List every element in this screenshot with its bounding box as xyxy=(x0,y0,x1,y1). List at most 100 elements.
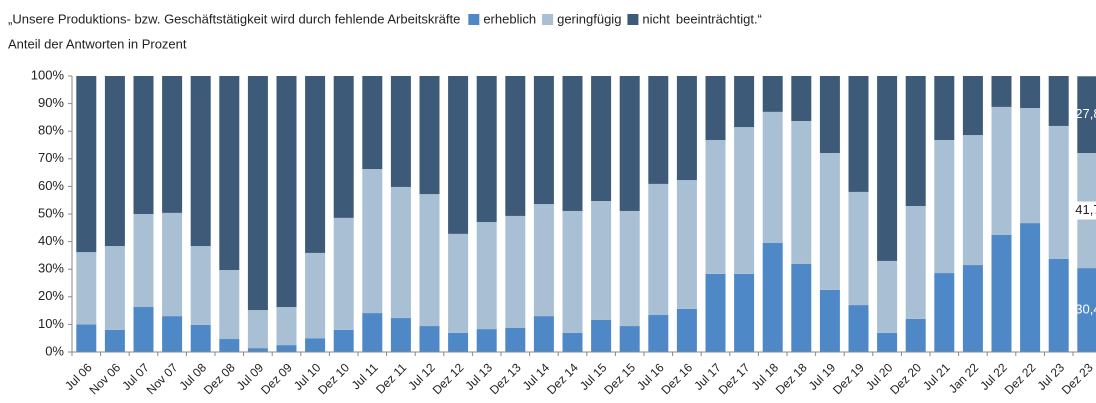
bar-segment xyxy=(705,76,726,141)
bar-segment xyxy=(362,76,383,170)
bar-segment xyxy=(76,76,97,253)
bar-segment xyxy=(962,76,983,136)
bar-segment xyxy=(448,233,469,333)
bar-segment xyxy=(76,324,97,352)
bar-segment xyxy=(676,76,697,181)
bar-segment xyxy=(991,106,1012,235)
bar-segment xyxy=(162,316,183,352)
bar-segment xyxy=(934,140,955,274)
bar-segment xyxy=(619,326,640,352)
y-tick-label: 50% xyxy=(38,205,64,220)
bar-segment xyxy=(505,327,526,352)
bar-segment xyxy=(419,326,440,352)
bar-segment xyxy=(104,246,125,330)
value-label: 30,4 xyxy=(1075,301,1096,316)
bar-segment xyxy=(190,324,211,352)
bar-segment xyxy=(190,76,211,247)
x-tick-label: Dez 13 xyxy=(487,360,524,397)
legend-label: geringfügig xyxy=(557,11,621,26)
bar-segment xyxy=(162,76,183,213)
bar-segment xyxy=(791,120,812,264)
x-tick-label: Dez 22 xyxy=(1002,360,1039,397)
legend-swatch xyxy=(542,14,554,25)
bar-segment xyxy=(390,186,411,319)
bar-segment xyxy=(390,76,411,187)
bar-segment xyxy=(934,273,955,352)
legend-label: erheblich xyxy=(483,11,536,26)
bar-segment xyxy=(133,76,154,214)
y-tick-label: 20% xyxy=(38,288,64,303)
bar-segment xyxy=(762,76,783,112)
bar-segment xyxy=(562,76,583,211)
bar-segment xyxy=(533,204,554,317)
bar-segment xyxy=(676,308,697,352)
bar-segment xyxy=(219,339,240,352)
bar-segment xyxy=(1020,76,1041,109)
bar-segment xyxy=(562,210,583,333)
bar-segment xyxy=(362,313,383,352)
bar-segment xyxy=(705,140,726,274)
x-tick-label: Dez 19 xyxy=(830,360,867,397)
bar-segment xyxy=(819,153,840,290)
bar-segment xyxy=(533,76,554,205)
bar-segment xyxy=(877,260,898,333)
x-tick-label: Jan 22 xyxy=(946,360,982,396)
y-tick-label: 80% xyxy=(38,123,64,138)
bar-segment xyxy=(905,318,926,352)
bar-segment xyxy=(619,76,640,211)
y-tick-label: 40% xyxy=(38,233,64,248)
bar-segment xyxy=(333,76,354,218)
bar-segment xyxy=(962,135,983,266)
bar-segment xyxy=(419,76,440,195)
bar-segment xyxy=(247,76,268,311)
bar-segment xyxy=(476,329,497,352)
y-tick-label: 100% xyxy=(31,67,65,82)
bar-segment xyxy=(1048,76,1069,126)
bar-segment xyxy=(448,332,469,352)
bar-segment xyxy=(905,76,926,206)
x-tick-label: Dez 11 xyxy=(373,360,409,396)
bar-segment xyxy=(162,212,183,317)
bar-segment xyxy=(848,191,869,306)
bar-segment xyxy=(305,252,326,339)
x-tick-label: Dez 10 xyxy=(315,360,352,397)
y-tick-label: 0% xyxy=(45,343,64,358)
bar-segment xyxy=(104,329,125,352)
chart-title: „Unsere Produktions- bzw. Geschäftstätig… xyxy=(8,11,460,26)
bar-segment xyxy=(562,332,583,352)
bar-segment xyxy=(133,307,154,352)
bar-segment xyxy=(934,76,955,141)
bar-segment xyxy=(305,76,326,253)
bar-segment xyxy=(791,76,812,121)
bar-segment xyxy=(305,338,326,352)
x-tick-label: Dez 15 xyxy=(601,360,638,397)
bar-segment xyxy=(476,76,497,223)
bar-segment xyxy=(819,76,840,154)
y-tick-label: 90% xyxy=(38,95,64,110)
chart-subtitle: Anteil der Antworten in Prozent xyxy=(8,36,187,51)
bar-segment xyxy=(190,246,211,325)
bar-segment xyxy=(448,76,469,234)
bar-segment xyxy=(619,210,640,327)
x-tick-label: Nov 07 xyxy=(144,360,181,397)
bar-segment xyxy=(276,345,297,352)
chart-title-suffix: beeinträchtigt.“ xyxy=(676,11,762,26)
bar-segment xyxy=(247,310,268,349)
legend-swatch xyxy=(627,14,639,25)
x-tick-label: Dez 14 xyxy=(544,360,581,397)
bar-segment xyxy=(133,214,154,308)
y-tick-label: 60% xyxy=(38,178,64,193)
bar-segment xyxy=(104,76,125,247)
bar-segment xyxy=(591,76,612,202)
bar-segment xyxy=(819,289,840,352)
bar-segment xyxy=(905,205,926,319)
x-tick-label: Dez 09 xyxy=(258,360,295,397)
bar-segment xyxy=(76,252,97,325)
bar-segment xyxy=(848,76,869,192)
x-tick-label: Dez 08 xyxy=(201,360,238,397)
bar-segment xyxy=(219,270,240,340)
bar-segment xyxy=(419,194,440,327)
value-label-bg xyxy=(1071,201,1096,220)
bar-segment xyxy=(276,76,297,308)
